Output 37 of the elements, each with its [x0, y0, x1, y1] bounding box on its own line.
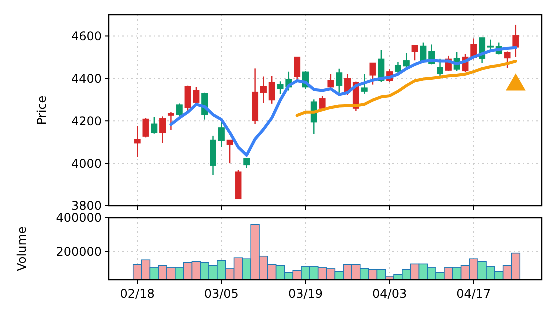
x-tick-label: 02/18 — [120, 287, 155, 301]
candlestick — [412, 44, 418, 62]
y-axis-title: Volume — [15, 226, 29, 272]
y-axis-title: Price — [35, 96, 49, 126]
candlestick — [319, 95, 326, 110]
candlestick — [142, 118, 150, 138]
y-tick-label: 4200 — [71, 114, 102, 128]
candlestick — [437, 58, 444, 77]
candlestick — [176, 103, 183, 118]
y-tick-label: 4400 — [71, 72, 102, 86]
candlestick — [268, 76, 276, 105]
candlestick — [370, 62, 376, 86]
candlestick — [361, 74, 368, 95]
candlestick — [336, 68, 343, 94]
candlestick — [403, 52, 410, 68]
y-tick-label: 4000 — [71, 156, 102, 171]
candlestick — [487, 39, 494, 52]
y-tick-label: 3800 — [71, 199, 102, 214]
x-tick-label: 04/17 — [456, 287, 492, 301]
candlestick — [134, 126, 141, 158]
candlestick — [512, 24, 520, 58]
candlestick — [504, 51, 511, 69]
y-tick-label: 200000 — [56, 245, 102, 260]
y-tick-label: 4600 — [71, 29, 102, 44]
x-tick-label: 04/03 — [372, 287, 408, 301]
x-tick-label: 03/19 — [288, 287, 324, 301]
candlestick — [160, 116, 166, 144]
candlestick — [226, 140, 234, 164]
candlestick — [394, 62, 402, 74]
x-tick-label: 03/05 — [204, 287, 239, 301]
candlestick — [151, 116, 158, 134]
candlestick — [168, 112, 174, 132]
candlestick — [244, 158, 250, 170]
candlestick — [218, 120, 225, 148]
candlestick — [260, 76, 267, 104]
candlestick — [294, 56, 301, 82]
y-tick-label: 400000 — [56, 211, 102, 226]
